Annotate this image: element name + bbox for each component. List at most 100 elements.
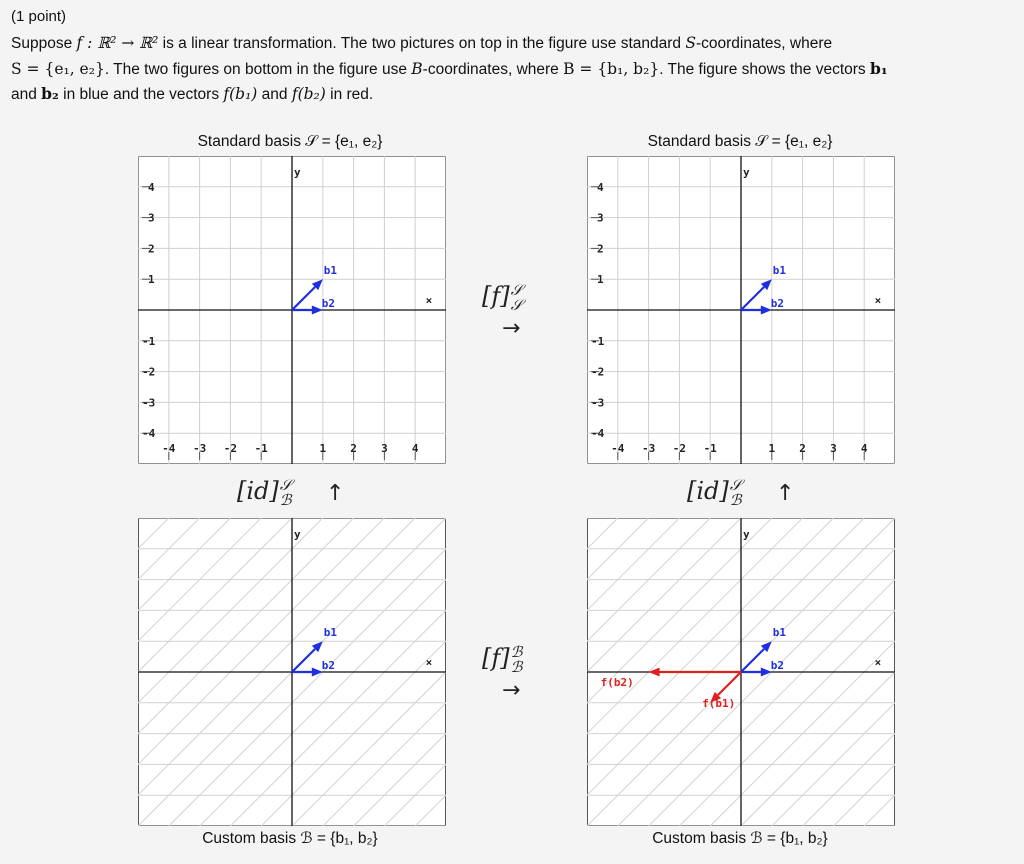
vector-b1	[291, 641, 323, 673]
b-symbol: B	[411, 59, 423, 78]
vector-fb1	[710, 671, 742, 703]
x-tick-label: -3	[193, 442, 206, 455]
x-tick-label: -4	[162, 442, 176, 455]
top-right-title: Standard basis 𝒮 = {e₁, e₂}	[647, 133, 833, 150]
f-bb-bracket: [f]	[482, 644, 510, 672]
grid-line-diag	[322, 702, 446, 826]
x-axis-marker: ×	[875, 294, 882, 307]
bottom-left-plot: y × b1 b2	[138, 518, 446, 826]
f-map: f : ℝ² → ℝ²	[76, 34, 159, 52]
f-bb-sub: ℬ	[510, 657, 523, 676]
intro-text-4: . The two figures on bottom in the figur…	[104, 60, 412, 78]
top-right-plot: y × 1 1 2 2 3 3 4 4 -1 -1 -2 -2 -3 -3 -4 -4 b1 b2	[587, 156, 895, 464]
y-tick-label: -1	[142, 335, 156, 348]
and-text: and	[11, 86, 42, 103]
vector-b1	[740, 641, 772, 673]
y-tick-label: 2	[148, 242, 155, 255]
b-definition: B = {b₁, b₂}	[563, 59, 660, 78]
b1-symbol: b₁	[869, 58, 888, 78]
s-definition: S = {e₁, e₂}	[11, 59, 105, 78]
intro-text-7: in blue and the vectors	[58, 86, 224, 103]
intro-text-6: . The figure shows the vectors	[659, 60, 870, 78]
grid-line-diag	[587, 518, 742, 673]
f-bb-arrow: →	[502, 678, 521, 703]
id-left-sub: ℬ	[279, 490, 292, 509]
x-tick-label: -4	[611, 442, 625, 455]
grid-line-diag	[138, 518, 231, 612]
vector-b2	[292, 667, 323, 677]
grid-line-diag	[740, 671, 895, 826]
y-tick-label: -4	[591, 427, 605, 440]
vector-b2	[741, 667, 772, 677]
intro-text-8: in red.	[325, 86, 374, 103]
vector-fb2-label: f(b2)	[601, 676, 634, 689]
x-axis-marker: ×	[426, 656, 433, 669]
x-tick-label: 3	[381, 442, 388, 455]
b2-symbol: b₂	[41, 84, 59, 103]
and-text-2: and	[257, 86, 292, 103]
f-bb-sup: ℬ	[510, 642, 523, 661]
x-tick-label: 2	[350, 442, 357, 455]
id-right-sup: 𝒮	[729, 475, 742, 494]
id-left-bracket: [id]	[237, 477, 279, 505]
intro-text-3: -coordinates, where	[695, 35, 833, 52]
f-ss-arrow: →	[502, 316, 521, 341]
fb1-symbol: f(b₁)	[223, 85, 258, 103]
y-tick-label: 3	[148, 212, 155, 225]
grid-line-diag	[138, 518, 293, 673]
id-left-arrow: ↑	[326, 481, 345, 506]
grid-line-diag	[587, 518, 649, 581]
f-ss-bracket: [f]	[482, 282, 510, 310]
x-tick-label: -2	[673, 442, 686, 455]
vector-b2-label: b2	[771, 659, 784, 672]
points-label: (1 point)	[11, 8, 67, 25]
y-tick-label: -3	[591, 396, 604, 409]
grid-line-diag	[353, 732, 446, 826]
y-tick-label: 4	[148, 181, 155, 194]
x-tick-label: -1	[255, 442, 269, 455]
id-right-sub: ℬ	[729, 490, 742, 509]
f-bb-mapping: [f] ℬ ℬ	[482, 644, 522, 675]
y-tick-label: -3	[142, 396, 155, 409]
grid-line-diag	[802, 732, 895, 826]
id-left-sup: 𝒮	[279, 475, 292, 494]
grid-line-diag	[833, 763, 895, 826]
y-tick-label: 1	[597, 273, 604, 286]
y-tick-label: 3	[597, 212, 604, 225]
x-tick-label: -2	[224, 442, 237, 455]
grid-line-diag	[587, 518, 711, 642]
y-axis-label: y	[294, 528, 301, 541]
grid-line-diag	[771, 702, 895, 826]
bottom-right-plot: y × b1 b2 f(b2) f(b1)	[587, 518, 895, 826]
x-tick-label: -1	[704, 442, 718, 455]
vector-b1	[291, 279, 323, 311]
f-ss-mapping: [f] 𝒮 𝒮	[482, 282, 522, 313]
x-axis-marker: ×	[875, 656, 882, 669]
y-tick-label: 1	[148, 273, 155, 286]
vector-b1	[740, 279, 772, 311]
x-axis-marker: ×	[426, 294, 433, 307]
intro-text-5: -coordinates, where	[422, 60, 564, 78]
x-tick-label: 4	[412, 442, 419, 455]
vector-fb2	[648, 667, 741, 677]
problem-text: Suppose f : ℝ² → ℝ² is a linear transfor…	[11, 31, 1018, 108]
id-right-bracket: [id]	[687, 477, 729, 505]
grid-line-diag	[587, 518, 680, 612]
intro-text-1: Suppose	[11, 35, 77, 52]
y-tick-label: -4	[142, 427, 156, 440]
y-tick-label: -2	[142, 366, 155, 379]
bottom-left-caption: Custom basis ℬ = {b₁, b₂}	[202, 830, 378, 847]
vector-b1-label: b1	[324, 264, 338, 277]
vector-b1-label: b1	[773, 626, 787, 639]
vector-b2-label: b2	[322, 297, 335, 310]
vector-b2-label: b2	[771, 297, 784, 310]
fb2-symbol: f(b₂)	[291, 85, 326, 103]
y-axis-label: y	[743, 166, 750, 179]
vector-fb1-label: f(b1)	[702, 697, 735, 710]
top-left-plot: y × 1 1 2 2 3 3 4 4 -1 -1 -2 -2 -3 -3 -4 -4 b1 b2	[138, 156, 446, 464]
x-tick-label: 4	[861, 442, 868, 455]
grid-line-diag	[138, 518, 262, 642]
vector-b1-label: b1	[773, 264, 787, 277]
grid-line-diag	[291, 671, 446, 826]
y-tick-label: -2	[591, 366, 604, 379]
